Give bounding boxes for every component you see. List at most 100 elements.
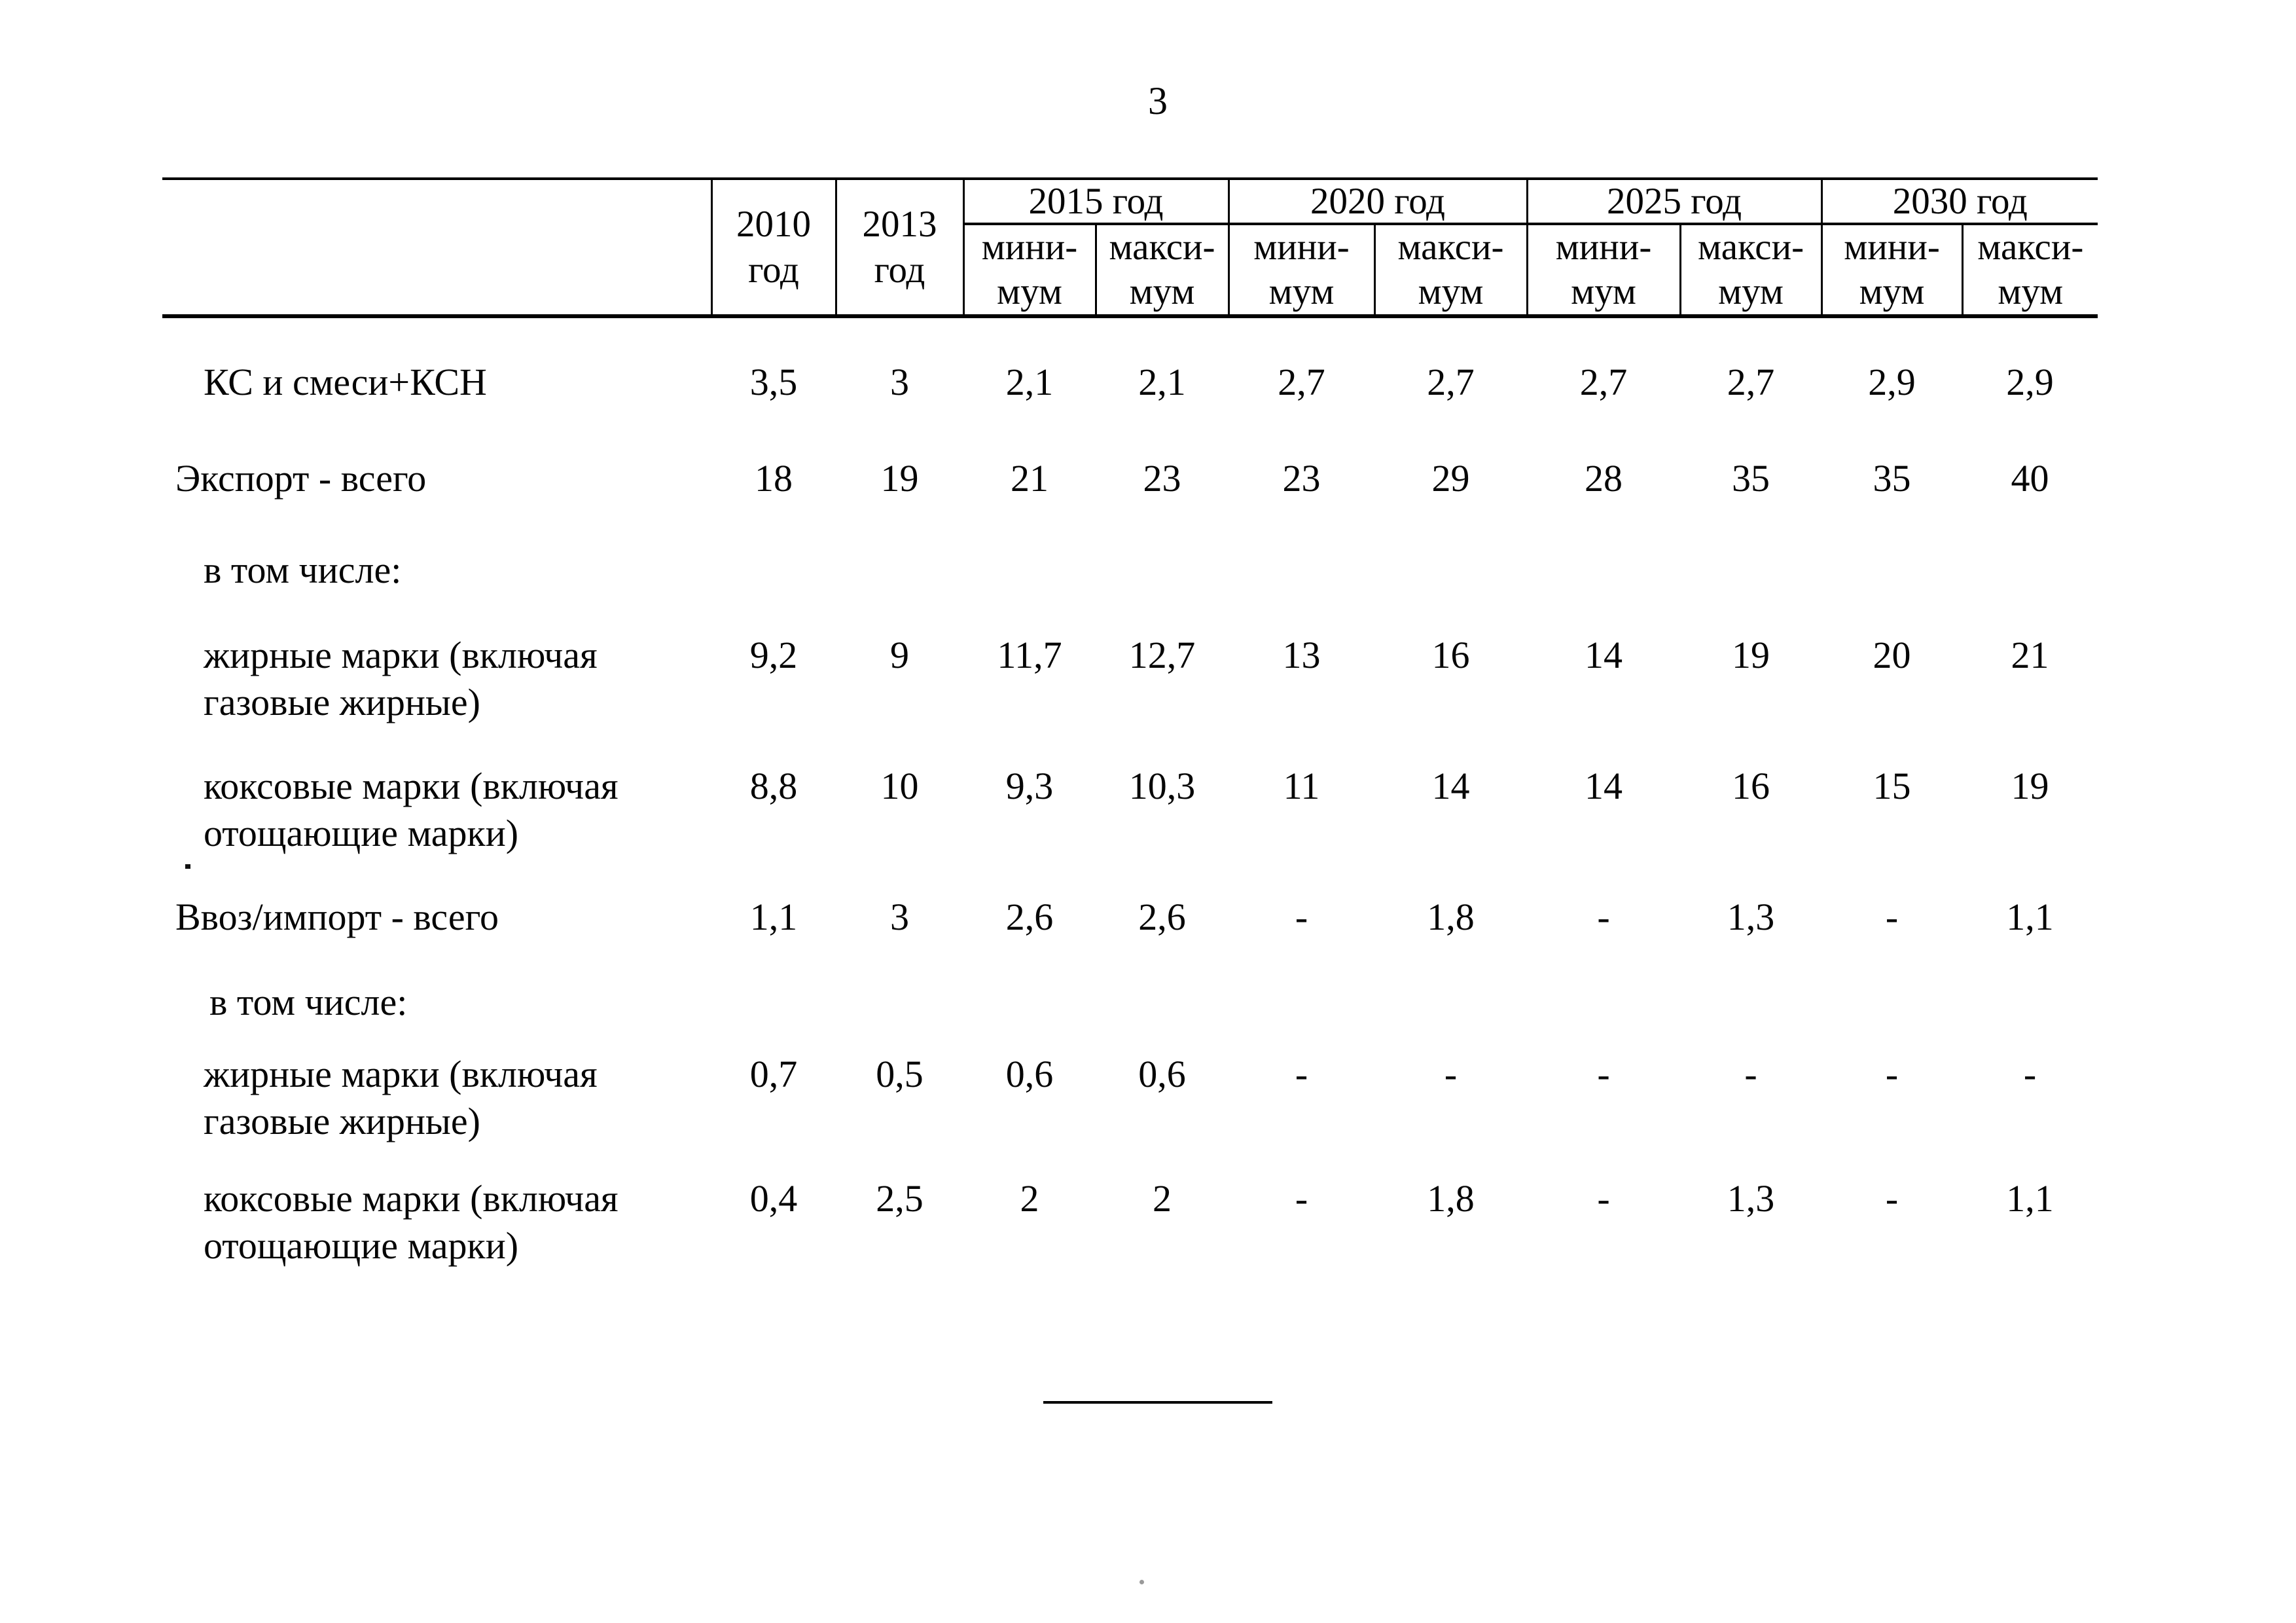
header-2015-min-line1: мини-: [981, 227, 1078, 268]
header-2015-max: макси- мум: [1094, 224, 1229, 318]
value-cell: 18: [755, 457, 793, 500]
value-cell: 0,4: [749, 1177, 798, 1220]
table-header: 2010 год 2013 год 2015 год 2020 год 2025…: [162, 177, 2098, 318]
value-cell: -: [1597, 1053, 1610, 1095]
table-row: Ввоз/импорт - всего 1,1 3 2,6 2,6 - 1,8 …: [162, 894, 2098, 979]
value-cell: 10,3: [1128, 765, 1196, 807]
row-label-line: жирные марки (включая: [204, 634, 598, 676]
row-label: коксовые марки (включая отощающие марки): [162, 1175, 711, 1286]
header-group-2015: 2015 год: [962, 177, 1229, 225]
header-2030-max: макси- мум: [1961, 224, 2098, 318]
value-cell: 1,8: [1427, 1177, 1475, 1220]
value-cell: 10: [880, 765, 919, 807]
header-row-label-cell: [162, 177, 711, 318]
value-cell: -: [1295, 1177, 1308, 1220]
header-2015-max-line1: макси-: [1109, 227, 1215, 268]
header-2025-max-line1: макси-: [1698, 227, 1804, 268]
value-cell: -: [1744, 1053, 1757, 1095]
value-cell: 8,8: [749, 765, 798, 807]
value-cell: 40: [2011, 457, 2049, 500]
value-cell: 19: [880, 457, 919, 500]
header-2015-max-line2: мум: [1129, 271, 1195, 312]
table-row: КС и смеси+КСН 3,5 3 2,1 2,1 2,7 2,7 2,7…: [162, 316, 2098, 455]
value-cell: 0,7: [749, 1053, 798, 1095]
value-cell: 21: [1011, 457, 1049, 500]
value-cell: 21: [2011, 634, 2049, 676]
value-cell: 14: [1585, 634, 1623, 676]
value-cell: 2,7: [1727, 361, 1775, 403]
row-label: жирные марки (включая газовые жирные): [162, 632, 711, 763]
value-cell: 1,3: [1727, 896, 1775, 938]
header-2025-min-line2: мум: [1571, 271, 1636, 312]
value-cell: 3,5: [749, 361, 798, 403]
value-cell: 16: [1732, 765, 1770, 807]
header-2025-min: мини- мум: [1526, 224, 1681, 318]
row-label-line: коксовые марки (включая: [204, 765, 619, 807]
value-cell: 23: [1143, 457, 1181, 500]
value-cell: 2,6: [1138, 896, 1186, 938]
table-row: в том числе:: [162, 979, 2098, 1051]
header-2030-max-line2: мум: [1998, 271, 2064, 312]
header-2025-max-line2: мум: [1718, 271, 1784, 312]
value-cell: 28: [1585, 457, 1623, 500]
value-cell: 9,3: [1005, 765, 1054, 807]
row-label-line: жирные марки (включая: [204, 1053, 598, 1095]
row-label-line: отощающие марки): [204, 812, 519, 854]
row-label: Экспорт - всего: [162, 455, 711, 547]
table-body: КС и смеси+КСН 3,5 3 2,1 2,1 2,7 2,7 2,7…: [162, 316, 2098, 1286]
table-row: Экспорт - всего 18 19 21 23 23 29 28 35 …: [162, 455, 2098, 547]
row-label: Ввоз/импорт - всего: [162, 894, 711, 979]
header-2030-min: мини- мум: [1820, 224, 1963, 318]
header-year-2013: 2013 год: [834, 177, 963, 318]
value-cell: 35: [1873, 457, 1911, 500]
value-cell: 2: [1020, 1177, 1039, 1220]
row-label-line: отощающие марки): [204, 1224, 519, 1267]
value-cell: 2,5: [876, 1177, 924, 1220]
value-cell: 1,1: [2006, 1177, 2054, 1220]
value-cell: 2,9: [1868, 361, 1916, 403]
header-2025-max: макси- мум: [1679, 224, 1822, 318]
value-cell: 0,6: [1138, 1053, 1186, 1095]
value-cell: -: [1444, 1053, 1458, 1095]
header-2015-min-line2: мум: [997, 271, 1062, 312]
header-2020-min-line2: мум: [1268, 271, 1335, 312]
value-cell: 11: [1283, 765, 1320, 807]
value-cell: 14: [1431, 765, 1470, 807]
row-label-line: газовые жирные): [204, 681, 480, 723]
row-label-line: в том числе:: [204, 549, 402, 591]
row-label: в том числе:: [162, 547, 2098, 632]
row-label-line: Экспорт - всего: [175, 457, 427, 500]
value-cell: 2,6: [1005, 896, 1054, 938]
data-table: 2010 год 2013 год 2015 год 2020 год 2025…: [162, 177, 2098, 1286]
value-cell: 11,7: [997, 634, 1062, 676]
header-year-2010: 2010 год: [710, 177, 836, 318]
value-cell: 16: [1431, 634, 1470, 676]
header-2025-min-line1: мини-: [1555, 227, 1652, 268]
table-row: жирные марки (включая газовые жирные) 9,…: [162, 632, 2098, 763]
value-cell: 3: [890, 361, 909, 403]
value-cell: 1,8: [1427, 896, 1475, 938]
value-cell: 9,2: [749, 634, 798, 676]
header-2020-min-line1: мини-: [1253, 227, 1350, 268]
value-cell: 19: [2011, 765, 2049, 807]
value-cell: 2,9: [2006, 361, 2054, 403]
value-cell: 1,1: [749, 896, 798, 938]
scan-artifact-dot: [185, 864, 190, 869]
value-cell: 0,5: [876, 1053, 924, 1095]
table-row: коксовые марки (включая отощающие марки)…: [162, 763, 2098, 894]
row-label: в том числе:: [162, 979, 2098, 1051]
value-cell: -: [2023, 1053, 2037, 1095]
value-cell: 15: [1873, 765, 1911, 807]
header-year-2010-line1: 2010: [736, 203, 811, 245]
header-year-2013-line2: год: [874, 249, 925, 291]
row-label-line: КС и смеси+КСН: [204, 361, 487, 403]
header-2030-min-line1: мини-: [1844, 227, 1940, 268]
header-2030-max-line1: макси-: [1977, 227, 2084, 268]
footnote-separator-line: [1043, 1401, 1272, 1404]
value-cell: 9: [890, 634, 909, 676]
value-cell: -: [1885, 1053, 1899, 1095]
value-cell: 14: [1585, 765, 1623, 807]
value-cell: 1,3: [1727, 1177, 1775, 1220]
value-cell: 23: [1282, 457, 1321, 500]
table-row: жирные марки (включая газовые жирные) 0,…: [162, 1051, 2098, 1175]
